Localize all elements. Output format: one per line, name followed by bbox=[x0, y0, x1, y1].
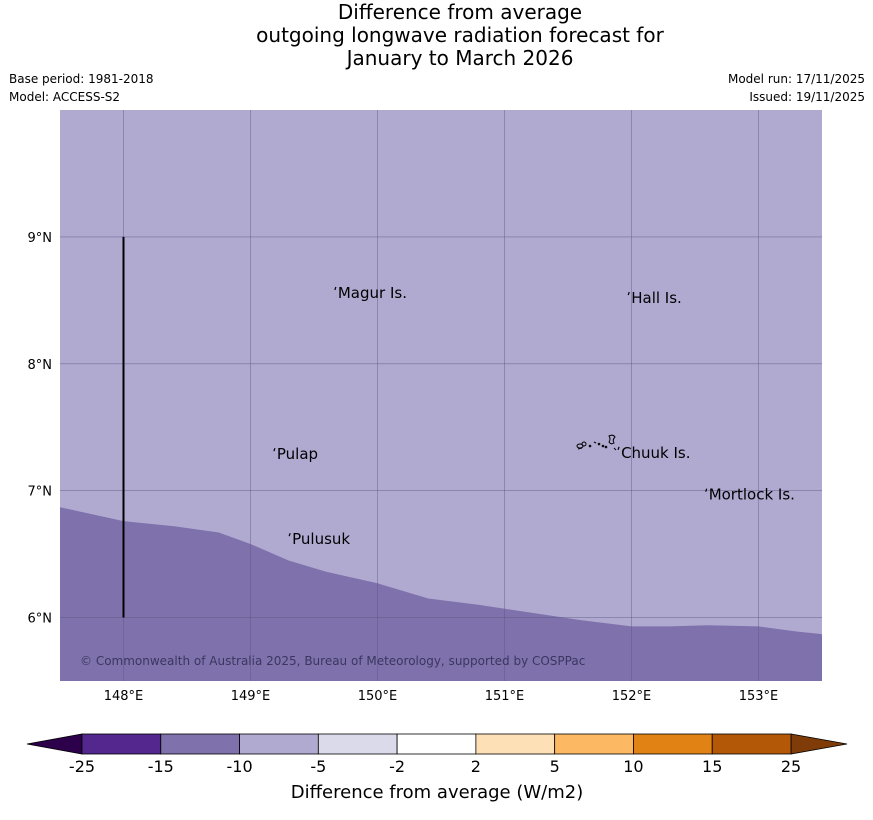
island-marker-icon bbox=[334, 286, 337, 291]
legend-tick-label: -25 bbox=[69, 757, 95, 776]
base-period: Base period: 1981-2018 bbox=[9, 72, 154, 86]
colour-legend: -25 -15 -10 -5 -2 2 5 10 15 25 bbox=[26, 733, 848, 776]
legend-tick-label: 5 bbox=[550, 757, 560, 776]
legend-swatch bbox=[239, 733, 319, 755]
legend-swatch bbox=[633, 733, 713, 755]
model-name: Model: ACCESS-S2 bbox=[9, 90, 121, 104]
place-label: Mortlock Is. bbox=[709, 486, 795, 504]
place-label: Pulusuk bbox=[292, 530, 350, 548]
island-marker-icon bbox=[627, 291, 630, 296]
island-marker-icon bbox=[288, 532, 291, 537]
chart-title: Difference from average outgoing longwav… bbox=[0, 0, 873, 70]
legend-swatch bbox=[711, 733, 792, 755]
meta-right: Model run: 17/11/2025 Issued: 19/11/2025 bbox=[728, 70, 865, 106]
legend-title: Difference from average (W/m2) bbox=[291, 782, 583, 803]
legend-tick-label: -15 bbox=[148, 757, 174, 776]
island-outlines bbox=[576, 434, 617, 451]
legend-extend-high bbox=[790, 733, 848, 755]
place-label: Magur Is. bbox=[338, 284, 407, 302]
legend-swatch bbox=[396, 733, 477, 755]
legend-tick-label: 10 bbox=[623, 757, 643, 776]
island-marker-icon bbox=[617, 446, 620, 451]
issued-date: Issued: 19/11/2025 bbox=[749, 90, 865, 104]
latitude-tick-label: 8°N bbox=[28, 358, 53, 373]
longitude-tick-label: 153°E bbox=[739, 689, 779, 704]
legend-tick-label: 15 bbox=[702, 757, 722, 776]
longitude-tick-label: 150°E bbox=[358, 689, 398, 704]
legend-tick-label: 25 bbox=[781, 757, 801, 776]
chuuk-islands-icon bbox=[576, 434, 617, 451]
longitude-tick-label: 148°E bbox=[104, 689, 144, 704]
latitude-tick-label: 6°N bbox=[28, 612, 53, 627]
legend-swatch bbox=[160, 733, 240, 755]
legend-tick-label: -10 bbox=[226, 757, 252, 776]
title-line-3: January to March 2026 bbox=[346, 46, 574, 70]
legend-swatch bbox=[317, 733, 398, 755]
place-label: Pulap bbox=[277, 445, 318, 463]
legend-tick-label: -2 bbox=[389, 757, 405, 776]
place-label: Chuuk Is. bbox=[621, 444, 690, 462]
island-marker-icon bbox=[273, 447, 276, 452]
latitude-tick-label: 9°N bbox=[28, 231, 53, 246]
place-label: Hall Is. bbox=[631, 289, 682, 307]
latitude-labels: 9°N 8°N 7°N 6°N bbox=[28, 231, 53, 627]
model-run: Model run: 17/11/2025 bbox=[727, 72, 865, 86]
latitude-tick-label: 7°N bbox=[28, 485, 53, 500]
legend-swatch bbox=[81, 733, 162, 755]
longitude-tick-label: 151°E bbox=[485, 689, 525, 704]
meta-left: Base period: 1981-2018 Model: ACCESS-S2 bbox=[9, 70, 154, 106]
legend-swatch bbox=[554, 733, 634, 755]
title-line-2: outgoing longwave radiation forecast for bbox=[256, 23, 664, 47]
legend-swatch bbox=[475, 733, 556, 755]
island-marker-icon bbox=[705, 488, 708, 492]
longitude-tick-label: 149°E bbox=[231, 689, 271, 704]
longitude-tick-label: 152°E bbox=[612, 689, 652, 704]
legend-extend-low bbox=[26, 733, 83, 755]
title-line-1: Difference from average bbox=[337, 0, 583, 24]
longitude-labels: 148°E 149°E 150°E 151°E 152°E 153°E bbox=[104, 689, 779, 704]
copyright-note: © Commonwealth of Australia 2025, Bureau… bbox=[80, 654, 585, 668]
place-labels: Magur Is. Hall Is. Pulap Chuuk Is. Mortlock … bbox=[273, 284, 795, 548]
legend-tick-label: -5 bbox=[310, 757, 326, 776]
legend-tick-label: 2 bbox=[471, 757, 481, 776]
